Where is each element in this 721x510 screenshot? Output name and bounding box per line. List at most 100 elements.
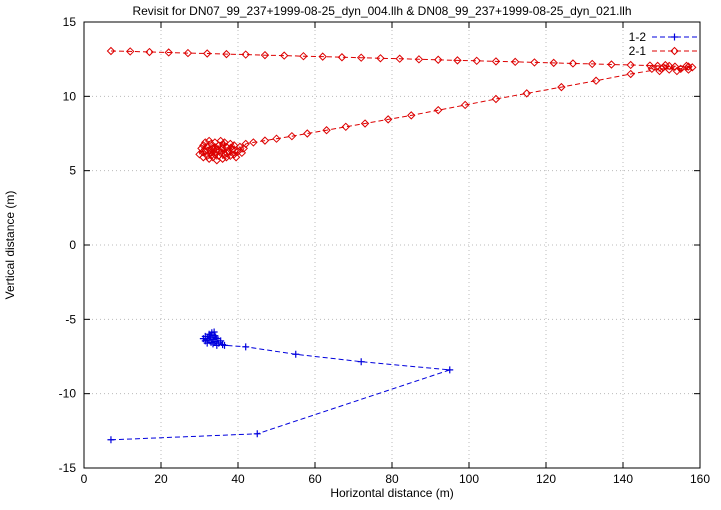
x-tick-label: 60 xyxy=(308,472,322,486)
marker-plus xyxy=(107,436,115,444)
x-tick-label: 100 xyxy=(459,472,479,486)
y-tick-label: -15 xyxy=(59,461,77,475)
marker-diamond xyxy=(591,76,601,85)
marker-plus xyxy=(212,333,220,341)
marker-diamond xyxy=(106,46,116,56)
marker-diamond xyxy=(222,49,231,59)
marker-diamond xyxy=(433,105,443,115)
marker-diamond xyxy=(183,48,193,58)
marker-diamond xyxy=(195,150,204,159)
marker-diamond xyxy=(201,138,210,147)
marker-diamond xyxy=(272,134,281,143)
marker-diamond xyxy=(407,111,416,120)
marker-diamond xyxy=(510,57,520,67)
chart-title: Revisit for DN07_99_237+1999-08-25_dyn_0… xyxy=(132,4,631,18)
marker-diamond xyxy=(682,61,691,71)
marker-diamond xyxy=(260,50,270,60)
marker-diamond xyxy=(684,65,693,74)
marker-plus xyxy=(205,330,213,338)
marker-diamond xyxy=(568,59,578,68)
marker-diamond xyxy=(587,59,597,69)
marker-diamond xyxy=(260,136,270,145)
marker-diamond xyxy=(433,55,443,64)
marker-diamond xyxy=(210,150,220,159)
marker-diamond xyxy=(318,52,327,61)
marker-diamond xyxy=(341,122,351,132)
x-tick-label: 20 xyxy=(154,472,168,486)
x-tick-label: 160 xyxy=(690,472,710,486)
marker-diamond xyxy=(453,56,462,65)
marker-plus xyxy=(446,366,454,374)
marker-diamond xyxy=(299,51,308,61)
marker-plus xyxy=(242,343,250,351)
marker-diamond xyxy=(491,94,501,104)
marker-plus xyxy=(219,341,227,349)
marker-diamond xyxy=(522,89,531,98)
marker-diamond xyxy=(664,61,674,71)
y-tick-label: 0 xyxy=(69,238,76,252)
marker-diamond xyxy=(249,138,258,147)
marker-plus xyxy=(253,430,261,438)
marker-diamond xyxy=(237,148,247,158)
marker-diamond xyxy=(356,53,366,62)
y-axis-label: Vertical distance (m) xyxy=(3,191,17,300)
marker-diamond xyxy=(491,57,501,66)
marker-diamond xyxy=(360,119,370,128)
x-tick-label: 120 xyxy=(536,472,556,486)
x-tick-label: 40 xyxy=(231,472,245,486)
marker-diamond xyxy=(303,129,312,138)
marker-diamond xyxy=(337,53,347,62)
marker-plus xyxy=(211,332,219,340)
marker-diamond xyxy=(223,149,232,158)
marker-diamond xyxy=(145,47,154,57)
marker-diamond xyxy=(626,69,635,79)
marker-diamond xyxy=(287,131,297,141)
legend-label-1-2: 1-2 xyxy=(629,30,647,44)
marker-diamond xyxy=(607,60,616,69)
marker-diamond xyxy=(322,126,331,135)
marker-plus xyxy=(292,350,300,358)
marker-diamond xyxy=(279,51,289,60)
marker-diamond xyxy=(460,100,470,110)
marker-diamond xyxy=(472,56,481,66)
marker-diamond xyxy=(645,61,655,70)
marker-diamond xyxy=(626,60,635,70)
marker-diamond xyxy=(670,46,679,56)
marker-diamond xyxy=(220,138,229,147)
grid xyxy=(84,22,700,468)
x-tick-label: 80 xyxy=(385,472,399,486)
marker-diamond xyxy=(197,144,206,153)
marker-diamond xyxy=(557,82,566,92)
legend-label-2-1: 2-1 xyxy=(629,44,647,58)
marker-diamond xyxy=(549,58,558,68)
y-tick-label: -10 xyxy=(59,387,77,401)
series-line xyxy=(110,50,693,161)
x-tick-label: 140 xyxy=(613,472,633,486)
y-tick-label: 5 xyxy=(69,164,76,178)
axes: 0 20 40 60 80 100 120 140 160 -15 -10 -5 0 5 10 15 xyxy=(59,15,711,486)
marker-diamond xyxy=(657,64,666,74)
plot-area xyxy=(106,46,697,444)
marker-plus xyxy=(199,335,207,343)
x-tick-label: 0 xyxy=(81,472,88,486)
y-tick-label: -5 xyxy=(65,312,76,326)
marker-diamond xyxy=(376,54,385,63)
marker-diamond xyxy=(164,48,173,57)
marker-diamond xyxy=(395,54,404,63)
y-tick-label: 10 xyxy=(63,89,77,103)
x-axis-label: Horizontal distance (m) xyxy=(330,486,453,500)
marker-plus xyxy=(213,341,221,349)
marker-diamond xyxy=(530,58,539,67)
marker-diamond xyxy=(664,65,674,74)
marker-diamond xyxy=(647,64,657,74)
y-tick-label: 15 xyxy=(63,15,77,29)
marker-diamond xyxy=(383,115,393,124)
legend: 1-22-1 xyxy=(629,30,697,58)
marker-diamond xyxy=(202,49,212,58)
marker-diamond xyxy=(125,47,135,56)
marker-diamond xyxy=(655,66,664,76)
marker-diamond xyxy=(672,66,682,76)
